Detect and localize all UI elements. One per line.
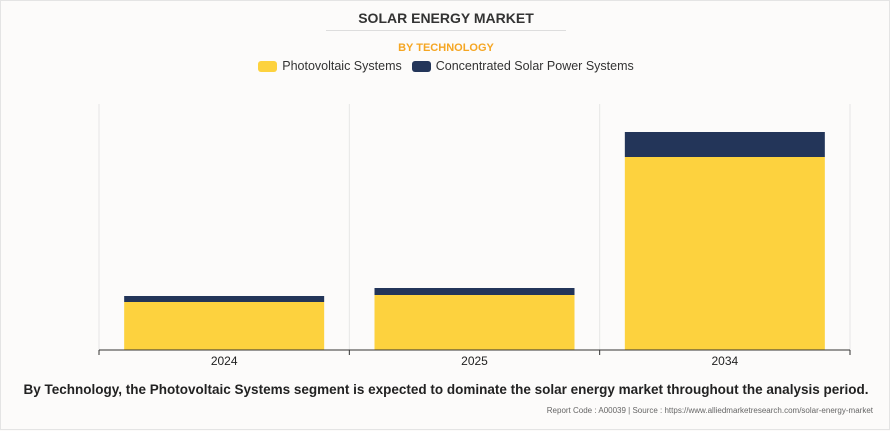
source-footer: Report Code : A00039 | Source : https://… [546,406,873,415]
bar-csp-2024 [124,296,325,302]
legend-item-photovoltaic[interactable]: Photovoltaic Systems [258,59,402,73]
bar-photovoltaic-2024 [124,302,325,350]
legend-label: Photovoltaic Systems [282,59,402,73]
x-tick-label: 2024 [211,354,238,368]
legend-label: Concentrated Solar Power Systems [435,59,634,73]
x-tick-label: 2025 [461,354,488,368]
chart-caption: By Technology, the Photovoltaic Systems … [23,382,869,397]
x-tick-label: 2034 [711,354,738,368]
chart-subtitle: BY TECHNOLOGY [398,42,494,54]
legend: Photovoltaic Systems Concentrated Solar … [1,59,890,73]
chart-title: SOLAR ENERGY MARKET [358,10,534,26]
bar-photovoltaic-2034 [624,157,825,350]
bar-csp-2025 [374,288,575,295]
bar-csp-2034 [624,132,825,157]
legend-swatch [258,60,278,72]
bar-photovoltaic-2025 [374,295,575,350]
legend-item-csp[interactable]: Concentrated Solar Power Systems [411,59,634,73]
legend-swatch [411,60,431,72]
title-divider [326,30,566,31]
